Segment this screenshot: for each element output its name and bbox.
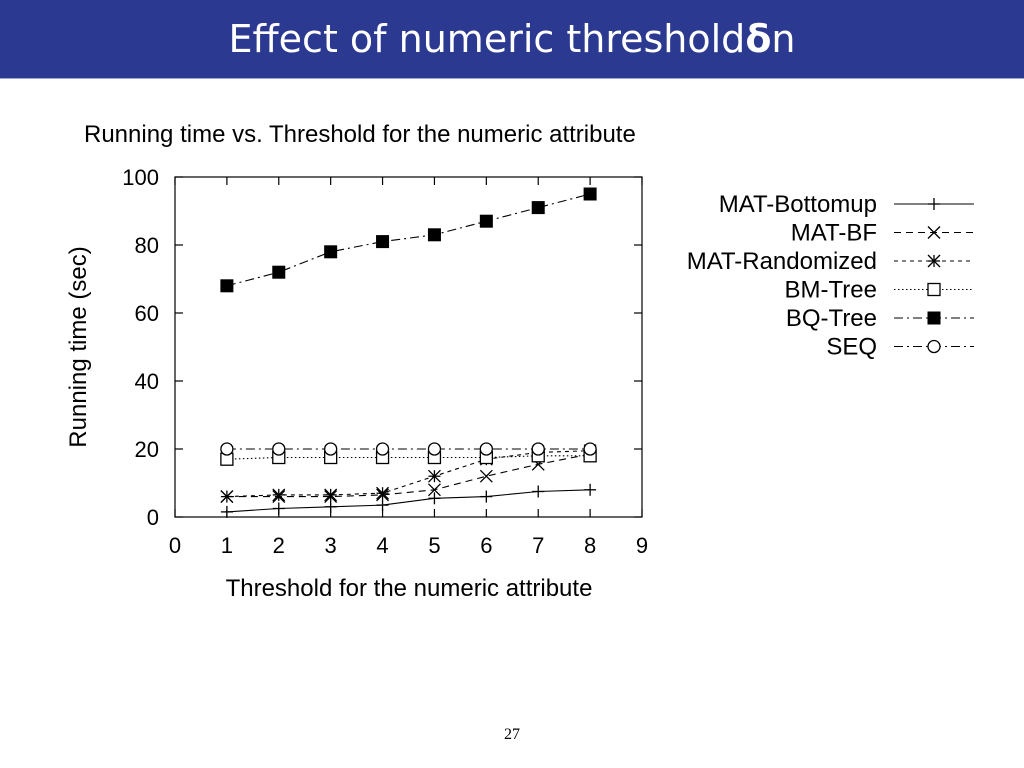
data-point (376, 486, 390, 500)
data-point (324, 245, 338, 259)
x-tick-label: 2 (273, 533, 285, 558)
data-point (479, 469, 493, 483)
y-tick-label: 40 (135, 369, 159, 394)
legend-marker (927, 282, 941, 297)
x-tick-label: 6 (480, 533, 492, 558)
x-tick-label: 4 (376, 533, 388, 558)
data-point (584, 483, 597, 496)
data-point (479, 214, 493, 228)
legend-entry: SEQ (826, 334, 974, 361)
legend-label: MAT-BF (791, 220, 877, 247)
legend-marker (927, 226, 941, 239)
data-point (480, 490, 493, 503)
x-axis-label: Threshold for the numeric attribute (226, 575, 593, 602)
slide-title: Effect of numeric threshold δ n (0, 0, 1024, 79)
page-number: 27 (504, 726, 520, 743)
data-point (220, 442, 234, 456)
data-point (479, 442, 493, 456)
data-point (324, 442, 338, 456)
plot-frame (174, 176, 643, 518)
data-point (376, 499, 389, 512)
data-point (272, 488, 286, 502)
data-point (376, 235, 390, 249)
data-point (272, 502, 285, 515)
y-tick-label: 0 (147, 505, 159, 530)
legend-entry: MAT-BF (791, 220, 974, 247)
legend-entry: BM-Tree (785, 277, 974, 304)
x-tick-label: 7 (532, 533, 544, 558)
x-tick-label: 5 (428, 533, 440, 558)
legend-marker (927, 339, 941, 354)
slide-title-text: Effect of numeric threshold (228, 17, 746, 61)
legend-entry: MAT-Randomized (687, 248, 974, 275)
legend-label: SEQ (826, 334, 877, 361)
series-line (226, 193, 591, 287)
x-tick-label: 9 (636, 533, 648, 558)
legend-label: MAT-Randomized (687, 248, 877, 275)
x-tick-label: 1 (221, 533, 233, 558)
data-point (427, 442, 442, 456)
series-mat-bottomup (220, 483, 597, 518)
legend-marker (928, 198, 940, 210)
legend-marker (927, 311, 941, 325)
slide-title-suffix: n (771, 17, 796, 61)
legend-label: BM-Tree (785, 277, 877, 304)
data-point (220, 490, 234, 504)
data-point (220, 279, 234, 293)
data-point (375, 442, 390, 456)
x-tick-label: 3 (325, 533, 337, 558)
legend-entry: MAT-Bottomup (719, 191, 974, 218)
series-line (226, 455, 591, 460)
data-point (583, 187, 597, 201)
data-point (583, 442, 597, 456)
series-bq-tree (220, 187, 597, 293)
data-point (531, 442, 545, 456)
chart-title: Running time vs. Threshold for the numer… (84, 121, 636, 148)
data-point (532, 485, 545, 498)
y-tick-label: 80 (135, 233, 159, 258)
x-tick-label: 8 (584, 533, 596, 558)
legend-marker (927, 254, 941, 268)
data-point (272, 442, 286, 456)
y-tick-label: 20 (135, 437, 159, 462)
data-point (531, 201, 545, 215)
legend-entry: BQ-Tree (786, 305, 974, 332)
series-line (226, 489, 591, 513)
data-point (427, 228, 441, 242)
legend-label: BQ-Tree (786, 305, 877, 332)
data-point (324, 500, 337, 513)
data-point (427, 483, 441, 497)
legend-label: MAT-Bottomup (719, 191, 877, 218)
data-point (220, 505, 233, 518)
data-point (428, 492, 441, 505)
slide-title-delta: δ (745, 17, 772, 61)
series-line (226, 453, 591, 498)
data-point (324, 488, 338, 502)
data-point (272, 265, 286, 279)
y-tick-label: 100 (122, 165, 159, 190)
series-seq (220, 442, 597, 456)
data-point (427, 469, 441, 483)
y-axis-label: Running time (sec) (65, 246, 92, 447)
y-tick-label: 60 (135, 301, 159, 326)
x-tick-label: 0 (169, 533, 181, 558)
